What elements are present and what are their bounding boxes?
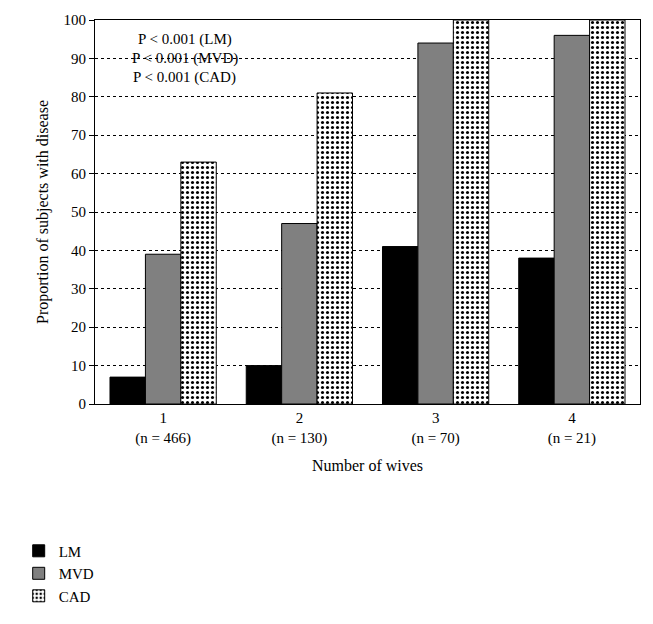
svg-text:10: 10: [71, 358, 86, 374]
svg-text:100: 100: [64, 12, 87, 28]
svg-text:CAD: CAD: [59, 589, 91, 605]
svg-text:50: 50: [71, 204, 86, 220]
svg-text:80: 80: [71, 89, 86, 105]
svg-text:MVD: MVD: [59, 566, 94, 582]
svg-text:1(n = 466): 1(n = 466): [135, 410, 191, 447]
svg-text:P < 0.001 (MVD): P < 0.001 (MVD): [132, 50, 238, 67]
svg-text:40: 40: [71, 243, 86, 259]
svg-text:20: 20: [71, 319, 86, 335]
svg-text:70: 70: [71, 127, 86, 143]
svg-text:2(n = 130): 2(n = 130): [271, 410, 327, 447]
svg-text:P < 0.001 (CAD): P < 0.001 (CAD): [133, 69, 236, 86]
svg-text:4(n = 21): 4(n = 21): [548, 410, 596, 447]
svg-text:Proportion of subjects with di: Proportion of subjects with disease: [34, 100, 52, 324]
svg-text:0: 0: [79, 396, 87, 412]
svg-text:90: 90: [71, 51, 86, 67]
svg-text:LM: LM: [59, 544, 81, 560]
svg-text:60: 60: [71, 166, 86, 182]
svg-text:3(n = 70): 3(n = 70): [411, 410, 459, 447]
svg-text:30: 30: [71, 281, 86, 297]
svg-text:P < 0.001 (LM): P < 0.001 (LM): [138, 31, 232, 48]
svg-text:Number of wives: Number of wives: [312, 457, 423, 474]
